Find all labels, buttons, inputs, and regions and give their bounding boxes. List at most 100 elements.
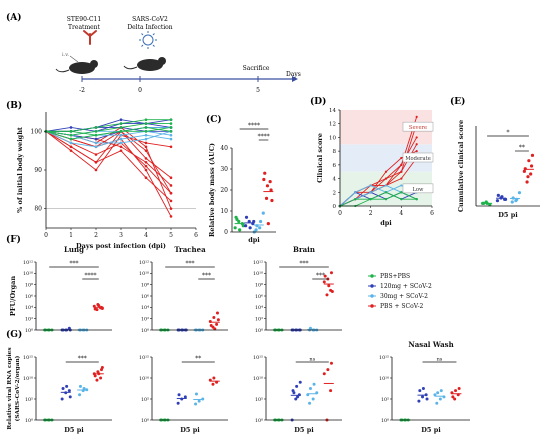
legend-swatch-dot: [370, 284, 374, 288]
clinical-series-point: [415, 198, 418, 201]
panel-d-y-tick-label: 14: [329, 108, 336, 114]
clinical-series-point: [400, 163, 403, 166]
panel-g-3-point: [418, 389, 422, 393]
weight-series-line: [45, 127, 172, 140]
panel-d-y-tick-label: 8: [333, 149, 337, 155]
legend-label: PBS+PBS: [380, 273, 410, 280]
panel-g-2-point: [329, 361, 333, 365]
panel-b-letter: (B): [6, 100, 22, 111]
weight-series-point: [169, 207, 173, 210]
panel-e-point: [511, 196, 515, 200]
treatment-label-1: STE90-C11: [67, 16, 101, 23]
panel-c-point: [263, 171, 267, 175]
clinical-series-point: [400, 184, 403, 187]
weight-series-line: [45, 130, 172, 140]
weight-series-point: [144, 160, 148, 164]
panel-c-point: [241, 224, 245, 228]
panel-b-x-tick-label: 3: [119, 232, 123, 239]
panel-f-2-point: [322, 280, 326, 284]
panel-g-3-point: [424, 393, 428, 397]
panel-b-y-tick-label: 100: [31, 128, 43, 135]
panel-c-point: [268, 180, 272, 184]
panel-f-y-tick-label: 10⁸: [255, 282, 263, 288]
panel-g-0-point: [97, 372, 101, 376]
mouse-icon: [55, 60, 98, 74]
panel-f-y-tick-label: 10¹²: [253, 260, 263, 266]
panel-g-2-point: [329, 389, 333, 393]
panel-c-point: [238, 228, 242, 232]
panel-g-3-point: [456, 393, 460, 397]
weight-series-point: [119, 118, 123, 122]
panel-e-point: [510, 200, 514, 204]
panel-g-3-point: [450, 391, 454, 395]
panel-d-y-label: Clinical score: [316, 133, 324, 183]
panel-d-y-tick-label: 10: [329, 135, 336, 141]
panel-f-2-point: [330, 289, 334, 293]
panel-c-point: [255, 224, 259, 228]
panel-f-0-point: [100, 306, 104, 310]
panel-f-y-tick-label: 10²: [255, 316, 263, 322]
panel-g-3-point: [439, 389, 443, 393]
panel-g-x-label: D5 pi: [294, 426, 314, 434]
weight-series-point: [94, 126, 98, 129]
weight-series-point: [119, 141, 123, 145]
tick-label-minus-2: -2: [79, 87, 85, 94]
clinical-series-point: [369, 198, 372, 201]
clinical-band-label-box: [402, 152, 434, 163]
panel-g-2-point: [295, 384, 299, 388]
panel-e-point: [500, 195, 504, 199]
panel-g-1-point: [180, 397, 184, 401]
panel-g-2-point: [312, 382, 316, 386]
weight-series-point: [144, 118, 148, 122]
panel-g-0-point: [60, 397, 64, 401]
panel-g-3-point: [436, 391, 440, 395]
panel-f-y-tick-label: 10⁴: [25, 305, 33, 311]
panel-g-1-point: [183, 395, 187, 399]
panel-f-y-tick-label: 10⁰: [25, 328, 33, 334]
panel-g-3-point: [421, 387, 425, 390]
weight-series-line: [45, 130, 172, 171]
panel-e-point: [522, 169, 526, 173]
weight-series-point: [69, 141, 73, 145]
weight-series-line: [45, 130, 172, 202]
panel-g-3-point: [454, 389, 458, 393]
panel-g-y-tick-label: 10¹⁰: [139, 376, 149, 382]
panel-c-point: [269, 188, 273, 192]
weight-series-point: [94, 153, 98, 156]
weight-series-point: [119, 126, 123, 129]
weight-series-point: [144, 122, 148, 125]
clinical-band-label-box: [402, 121, 434, 132]
panel-g-y-tick-label: 10¹⁵: [23, 355, 33, 361]
panel-e-point: [529, 164, 534, 168]
weight-series-point: [169, 215, 173, 218]
panel-g-3-point: [442, 395, 446, 399]
panel-g-3-point: [417, 399, 421, 403]
panel-g-y-tick-label: 10⁵: [141, 397, 149, 403]
panel-g-0-point: [67, 389, 71, 393]
weight-series-point: [144, 168, 148, 172]
panel-e-point: [526, 175, 530, 179]
panel-f-y-tick-label: 10⁰: [255, 328, 263, 334]
panel-f-y-tick-label: 10⁸: [141, 282, 149, 288]
weight-series-point: [169, 184, 173, 187]
clinical-series-point: [384, 198, 388, 201]
treatment-label-2: Treatment: [68, 24, 101, 31]
panel-f-sig-1-label: ***: [300, 261, 309, 268]
panel-g-y-tick-label: 10⁵: [255, 397, 263, 403]
panel-f-y-tick-label: 10²: [141, 316, 149, 322]
weight-series-point: [94, 133, 98, 137]
panel-e-x-label: D5 pi: [498, 211, 518, 219]
panel-e-point: [481, 201, 486, 205]
panel-g-0-point: [68, 395, 72, 399]
clinical-band-label-box: [402, 183, 434, 194]
weight-series-point: [169, 130, 173, 133]
weight-series-point: [94, 145, 98, 149]
clinical-series-point: [354, 198, 357, 201]
panel-e-sig-1-label: *: [507, 130, 510, 137]
panel-g-0-point: [85, 388, 89, 392]
panel-c-letter: (C): [206, 114, 222, 125]
weight-series-point: [119, 133, 123, 137]
clinical-series-point: [400, 170, 403, 173]
clinical-series-point: [384, 170, 388, 173]
weight-series-point: [169, 176, 173, 180]
